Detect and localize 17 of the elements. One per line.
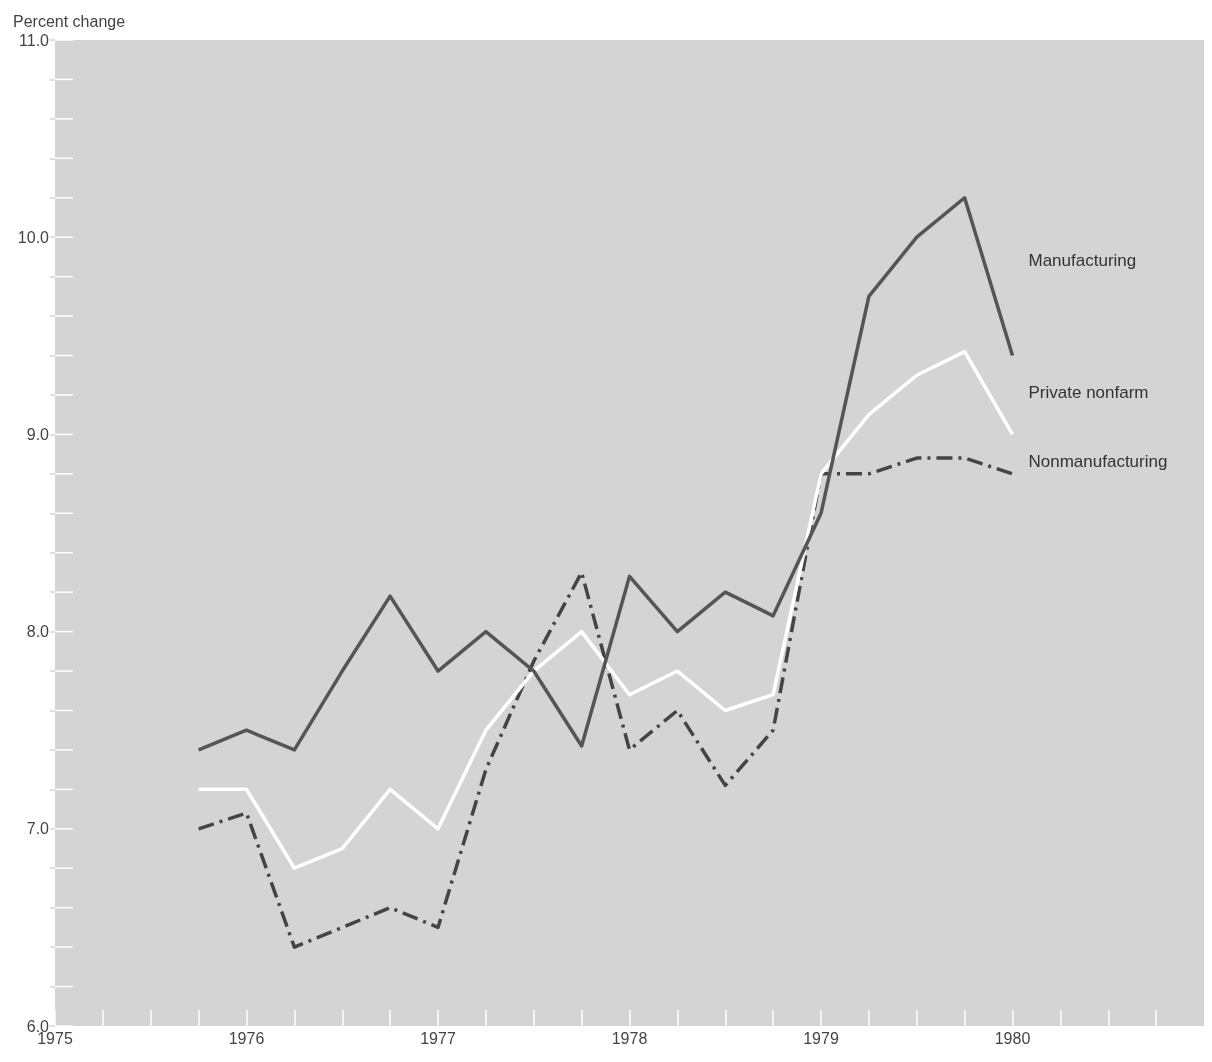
text: Manufacturing bbox=[1028, 251, 1137, 271]
y-tick-label: 9.0 bbox=[26, 425, 50, 443]
y-tick-label: 11.0 bbox=[19, 31, 50, 49]
y-axis-title: Percent change bbox=[13, 12, 126, 30]
line-series bbox=[196, 196, 1015, 752]
x-tick-label: 1980 bbox=[994, 1029, 1031, 1047]
x-tick-label: 1976 bbox=[228, 1029, 265, 1047]
line-series bbox=[196, 456, 1015, 949]
y-tick-label: 7.0 bbox=[26, 820, 50, 838]
x-tick-label: 1979 bbox=[803, 1029, 839, 1047]
x-tick-label: 1978 bbox=[611, 1029, 648, 1047]
series-label: Private nonfarm bbox=[1028, 382, 1149, 402]
line-series bbox=[196, 349, 1015, 870]
y-tick-label: 10.0 bbox=[17, 228, 50, 246]
series-label: Nonmanufacturing bbox=[1028, 452, 1168, 472]
y-tick-label: 8.0 bbox=[26, 623, 50, 641]
x-tick-label: 1977 bbox=[420, 1029, 456, 1047]
